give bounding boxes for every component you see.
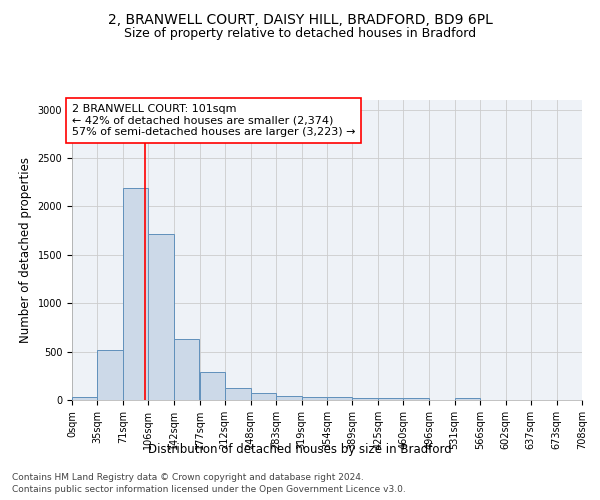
Bar: [327, 396, 352, 400]
Bar: [276, 396, 302, 400]
Y-axis label: Number of detached properties: Number of detached properties: [19, 157, 32, 343]
Bar: [378, 398, 403, 400]
Text: Size of property relative to detached houses in Bradford: Size of property relative to detached ho…: [124, 28, 476, 40]
Bar: [251, 392, 276, 400]
Bar: [72, 397, 97, 400]
Bar: [123, 188, 148, 400]
Bar: [148, 234, 174, 400]
Text: 2, BRANWELL COURT, DAISY HILL, BRADFORD, BD9 6PL: 2, BRANWELL COURT, DAISY HILL, BRADFORD,…: [107, 12, 493, 26]
Text: Contains public sector information licensed under the Open Government Licence v3: Contains public sector information licen…: [12, 485, 406, 494]
Bar: [97, 350, 123, 400]
Bar: [302, 396, 327, 400]
Bar: [174, 338, 199, 400]
Bar: [199, 372, 225, 400]
Text: Contains HM Land Registry data © Crown copyright and database right 2024.: Contains HM Land Registry data © Crown c…: [12, 472, 364, 482]
Bar: [352, 398, 378, 400]
Bar: [403, 398, 429, 400]
Text: Distribution of detached houses by size in Bradford: Distribution of detached houses by size …: [148, 442, 452, 456]
Bar: [455, 398, 480, 400]
Text: 2 BRANWELL COURT: 101sqm
← 42% of detached houses are smaller (2,374)
57% of sem: 2 BRANWELL COURT: 101sqm ← 42% of detach…: [72, 104, 355, 137]
Bar: [225, 388, 251, 400]
